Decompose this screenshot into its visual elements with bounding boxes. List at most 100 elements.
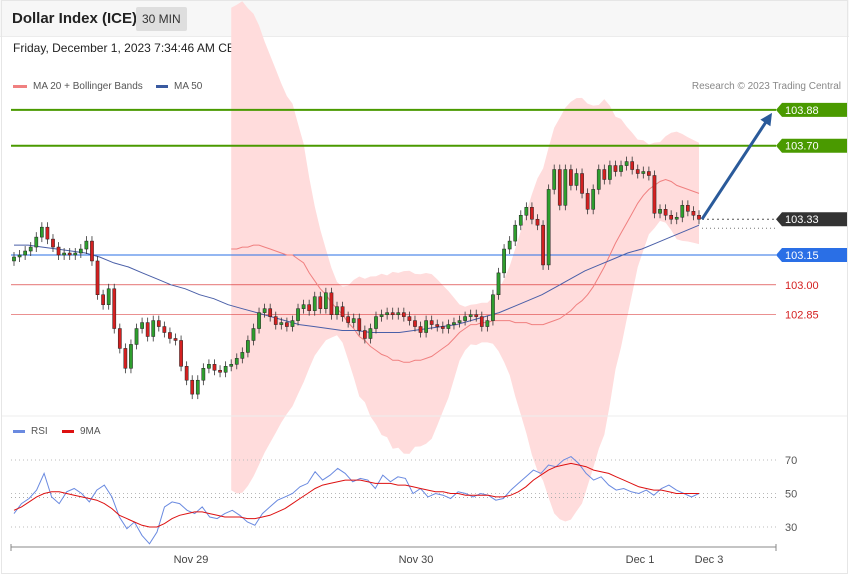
- candle-body: [396, 312, 401, 315]
- level-label-102.85: 102.85: [785, 310, 819, 322]
- candle-body: [56, 246, 61, 256]
- level-label-103.70: 103.70: [785, 141, 819, 153]
- candle-body: [691, 211, 696, 216]
- projection-arrowhead: [760, 112, 772, 127]
- timestamp: Friday, December 1, 2023 7:34:46 AM CET: [13, 41, 243, 55]
- candle-body: [162, 326, 167, 333]
- level-label-103.15: 103.15: [785, 250, 819, 262]
- candle-body: [101, 294, 105, 305]
- candle-body: [658, 209, 662, 214]
- candle-body: [613, 165, 618, 172]
- candle-body: [563, 169, 568, 206]
- ma50-swatch: [156, 85, 168, 88]
- candle-body: [117, 328, 122, 349]
- candle-body: [413, 320, 417, 327]
- candle-body: [307, 304, 312, 311]
- ma20-label: MA 20 + Bollinger Bands: [33, 81, 143, 92]
- candle-body: [129, 344, 133, 369]
- candle-body: [84, 240, 89, 250]
- candle-body: [90, 240, 94, 262]
- ma20-swatch: [13, 85, 27, 88]
- candle-body: [463, 316, 467, 321]
- candle-body: [168, 332, 172, 339]
- candle-body: [479, 316, 484, 327]
- candle-body: [151, 320, 156, 337]
- candle-body: [123, 348, 128, 369]
- credit-text: Research © 2023 Trading Central: [691, 81, 841, 92]
- projection-arrow: [700, 121, 768, 221]
- candle-body: [474, 314, 479, 317]
- chart-title: Dollar Index (ICE): [12, 10, 138, 27]
- candle-body: [229, 364, 234, 367]
- candle-body: [212, 364, 217, 371]
- candle-body: [140, 322, 144, 329]
- level-label-103.00: 103.00: [785, 280, 819, 292]
- x-tick-label: Dec 1: [626, 554, 655, 566]
- candle-body: [374, 316, 378, 329]
- candle-body: [541, 224, 545, 266]
- candle-body: [262, 308, 267, 313]
- level-tag-103.88: [776, 102, 847, 117]
- candle-body: [12, 256, 16, 262]
- candle-body: [624, 161, 629, 166]
- candle-body: [507, 240, 512, 250]
- candle-body: [279, 322, 284, 325]
- candle-body: [385, 312, 389, 315]
- candle-body: [440, 326, 445, 329]
- candle-body: [379, 314, 384, 317]
- candle-body: [17, 254, 22, 258]
- candle-body: [173, 338, 178, 341]
- candle-body: [340, 306, 345, 317]
- x-tick-label: Dec 3: [695, 554, 724, 566]
- candle-body: [535, 218, 540, 226]
- candle-body: [23, 250, 27, 256]
- candle-body: [234, 358, 239, 365]
- candle-body: [179, 340, 183, 367]
- candle-body: [680, 205, 685, 218]
- candle-body: [446, 324, 451, 329]
- candle-body: [496, 272, 501, 296]
- x-tick-label: Nov 29: [174, 554, 209, 566]
- level-tag-103.70: [776, 138, 847, 153]
- rsi-tick-30: 30: [785, 522, 797, 534]
- candle-body: [285, 322, 289, 327]
- candle-body: [296, 308, 300, 321]
- candle-body: [435, 324, 440, 327]
- ma50-label: MA 50: [174, 81, 203, 92]
- candle-body: [201, 368, 206, 381]
- level-label-103.33: 103.33: [785, 214, 819, 226]
- candle-body: [630, 161, 635, 170]
- legend-9ma: 9MA: [62, 426, 101, 437]
- candle-body: [635, 169, 640, 174]
- candle-body: [429, 320, 434, 325]
- candle-body: [485, 320, 490, 327]
- rsi-line: [13, 456, 700, 545]
- candle-body: [218, 370, 222, 373]
- candle-body: [390, 312, 395, 315]
- legend-ma50: MA 50: [156, 81, 202, 92]
- candle-body: [513, 224, 518, 242]
- candle-body: [546, 189, 551, 266]
- candle-body: [45, 226, 50, 240]
- candle-body: [145, 322, 150, 337]
- candle-body: [335, 306, 339, 315]
- bollinger-band: [231, 1, 699, 522]
- candle-body: [697, 215, 701, 220]
- candle-body: [290, 320, 295, 327]
- rsi-tick-70: 70: [785, 455, 797, 467]
- level-tag-103.33: [776, 212, 847, 227]
- candle-body: [602, 169, 607, 180]
- chart-header: Dollar Index (ICE) 30 MIN: [0, 0, 849, 37]
- candle-body: [518, 215, 523, 226]
- x-tick-label: Nov 30: [399, 554, 434, 566]
- candle-body: [663, 209, 668, 216]
- candle-body: [569, 169, 573, 186]
- candle-body: [351, 318, 356, 323]
- timeframe-badge[interactable]: 30 MIN: [136, 7, 187, 31]
- candle-body: [619, 165, 623, 172]
- candle-body: [223, 366, 228, 373]
- candle-body: [112, 288, 117, 329]
- candle-body: [524, 207, 529, 216]
- candle-body: [674, 216, 679, 220]
